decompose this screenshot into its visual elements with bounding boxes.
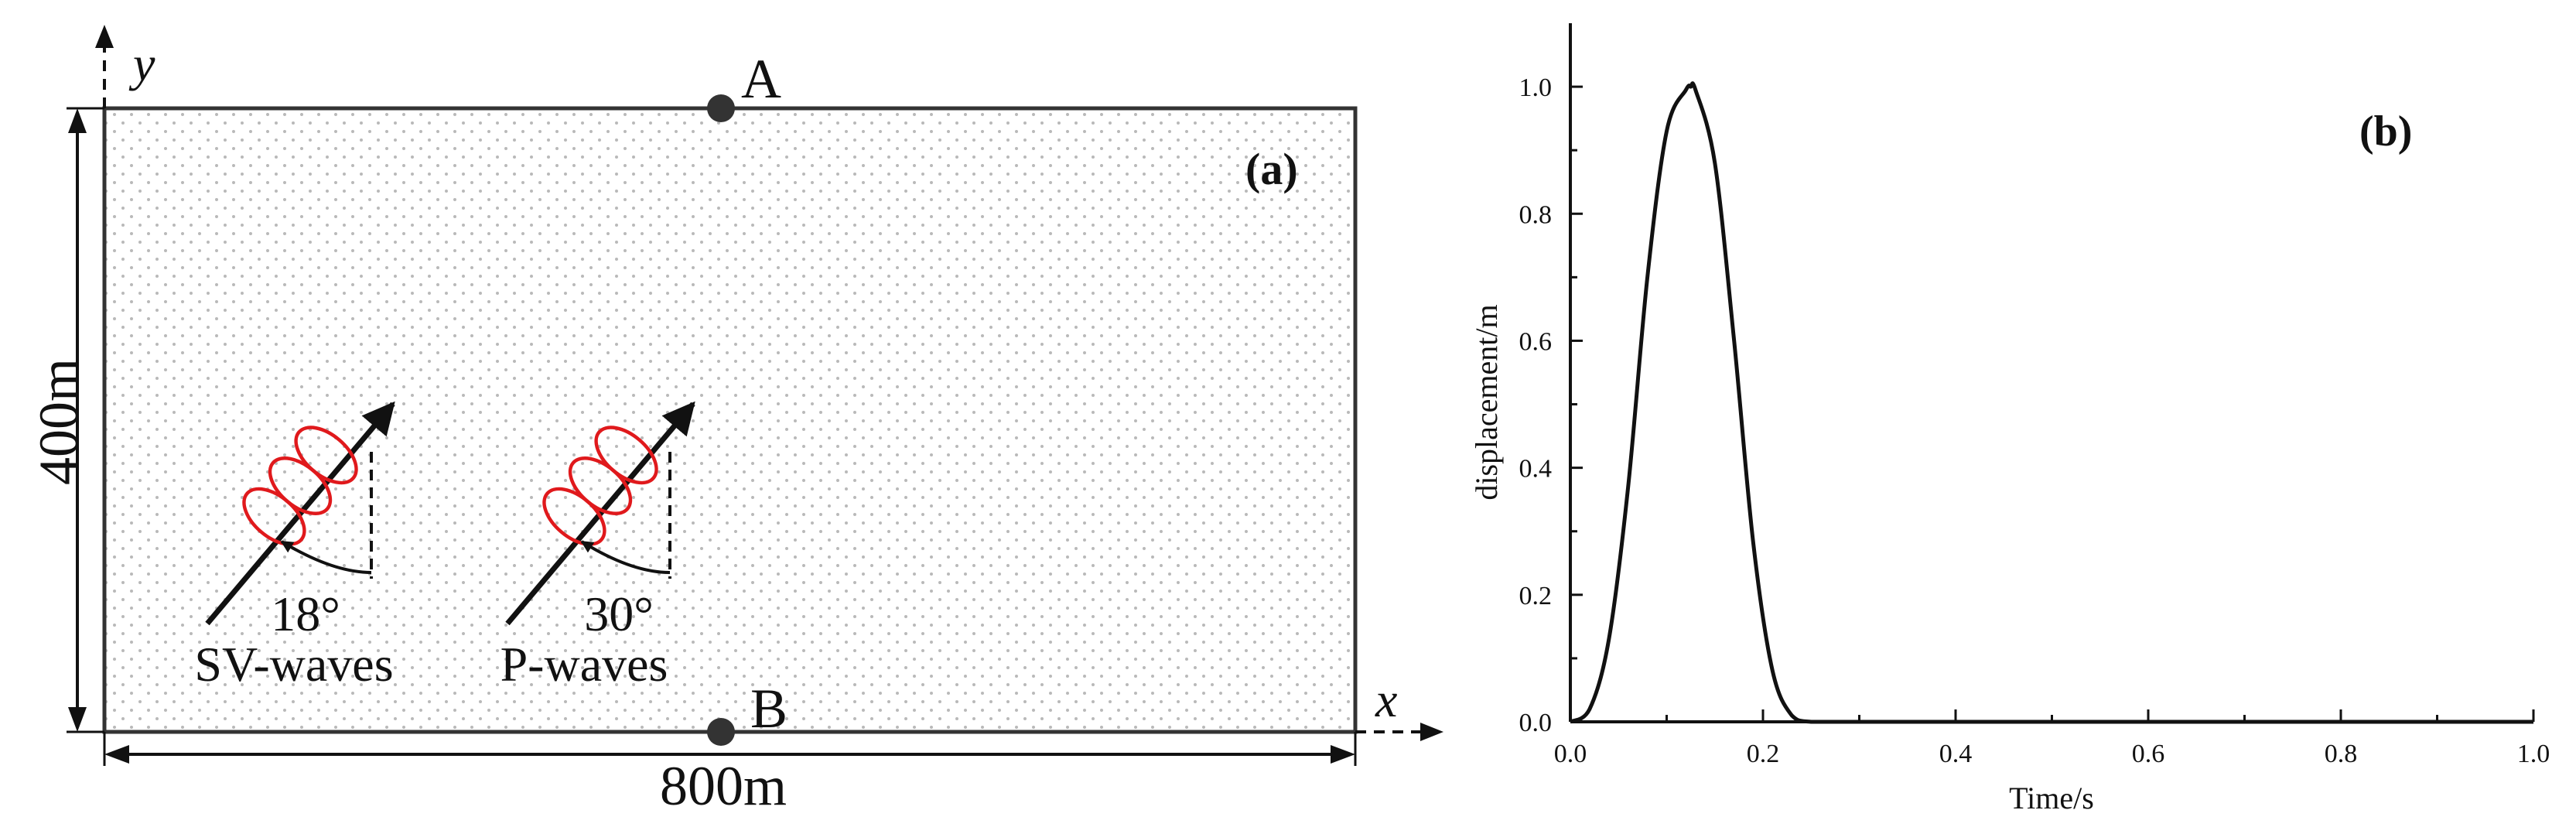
displacement-curve [1569,81,2533,724]
x-tick-label: 0.0 [1554,740,1587,768]
p-wave-label: P-waves [501,637,668,692]
point-b-marker [707,718,735,746]
panel-a-label: (a) [1245,144,1298,194]
panel-b-chart: 0.0 0.2 0.4 0.6 0.8 1.0 0.0 0.2 0.4 0.6 0.8 1.0 (b… [1469,23,2550,815]
chart-y-ticks: 0.0 0.2 0.4 0.6 0.8 1.0 [1519,73,1583,737]
point-a-label: A [741,48,781,110]
height-dimension [67,107,104,733]
p-angle-label: 30° [584,586,654,641]
sv-wave-oscillation-icon [242,426,358,546]
y-tick-label: 0.0 [1519,709,1553,737]
y-tick-label: 0.6 [1519,327,1553,356]
point-a-marker [707,94,735,122]
y-tick-label: 0.8 [1519,200,1553,229]
axis-y-label: y [128,36,155,91]
y-tick-label: 1.0 [1519,73,1553,102]
width-label: 800m [660,755,787,817]
panel-a: y x 400m 800m A B (a) [28,25,1443,817]
sv-angle-arc-icon [280,540,372,574]
p-angle-arc-icon [580,540,671,574]
chart-ylabel: displacement/m [1469,304,1504,500]
x-tick-label: 0.8 [2325,740,2358,768]
p-wave-group [505,401,695,626]
x-tick-label: 0.4 [1939,740,1973,768]
x-tick-label: 0.2 [1747,740,1780,768]
x-tick-label: 1.0 [2517,740,2550,768]
point-b-label: B [750,678,787,740]
chart-title: (b) [2359,108,2412,156]
sv-wave-group [205,401,395,626]
x-axis-arrow-icon [1420,723,1443,741]
sv-wave-label: SV-waves [194,637,393,692]
axis-x-label: x [1375,672,1397,727]
height-label: 400m [28,358,90,485]
y-tick-label: 0.2 [1519,582,1553,610]
y-tick-label: 0.4 [1519,455,1553,484]
model-domain [102,106,1358,734]
x-tick-label: 0.6 [2132,740,2165,768]
y-axis-arrow-icon [95,25,114,48]
sv-angle-label: 18° [271,586,340,641]
chart-x-ticks: 0.0 0.2 0.4 0.6 0.8 1.0 [1554,709,2550,768]
p-wave-oscillation-icon [542,426,658,546]
chart-xlabel: Time/s [2009,781,2094,815]
width-dimension [103,732,1357,766]
